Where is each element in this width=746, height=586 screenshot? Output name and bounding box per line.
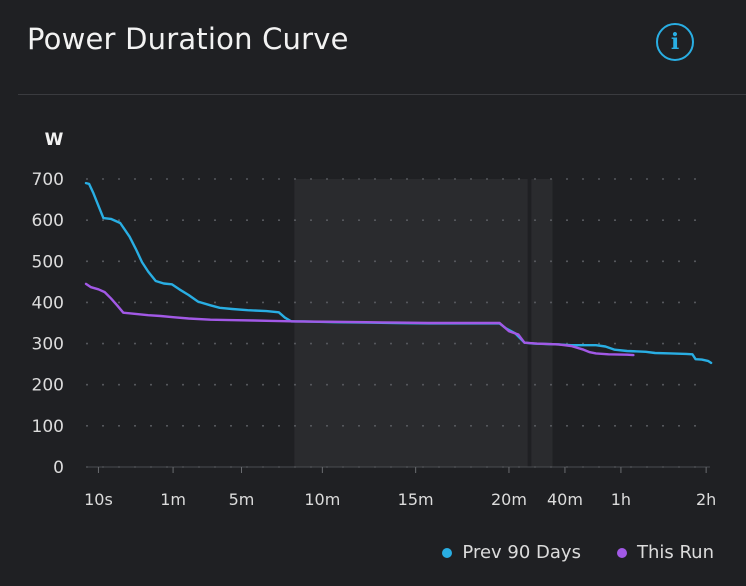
x-tick-label: 40m <box>547 490 583 509</box>
x-tick-label: 1m <box>160 490 186 509</box>
legend-dot-run <box>616 547 627 558</box>
y-tick-label: 100 <box>32 417 64 437</box>
x-tick-label: 5m <box>229 490 255 509</box>
y-tick-label: 700 <box>32 170 64 190</box>
x-tick-label: 20m <box>491 490 527 509</box>
y-tick-label: 400 <box>32 293 64 313</box>
y-tick-label: 300 <box>32 335 64 355</box>
series-line-this-run <box>84 282 635 357</box>
highlight-band <box>531 179 553 467</box>
x-tick-label: 10s <box>84 490 113 509</box>
page-title: Power Duration Curve <box>27 22 349 56</box>
y-tick-label: 0 <box>53 458 64 478</box>
y-tick-label: 200 <box>32 376 64 396</box>
chart-legend: Prev 90 Days This Run <box>442 542 714 563</box>
y-axis-label: W <box>45 130 64 150</box>
header-divider <box>18 94 746 95</box>
x-tick-label: 2h <box>696 490 716 509</box>
legend-label-prev: Prev 90 Days <box>462 542 581 563</box>
legend-dot-prev <box>442 547 453 558</box>
x-tick-label: 10m <box>304 490 340 509</box>
legend-item-prev: Prev 90 Days <box>442 542 581 563</box>
x-tick-label: 15m <box>398 490 434 509</box>
y-tick-label: 500 <box>32 252 64 272</box>
y-tick-label: 600 <box>32 211 64 231</box>
x-tick-label: 1h <box>611 490 631 509</box>
legend-item-run: This Run <box>616 542 714 563</box>
info-circle-icon[interactable]: i <box>656 23 694 61</box>
legend-label-run: This Run <box>636 542 714 563</box>
